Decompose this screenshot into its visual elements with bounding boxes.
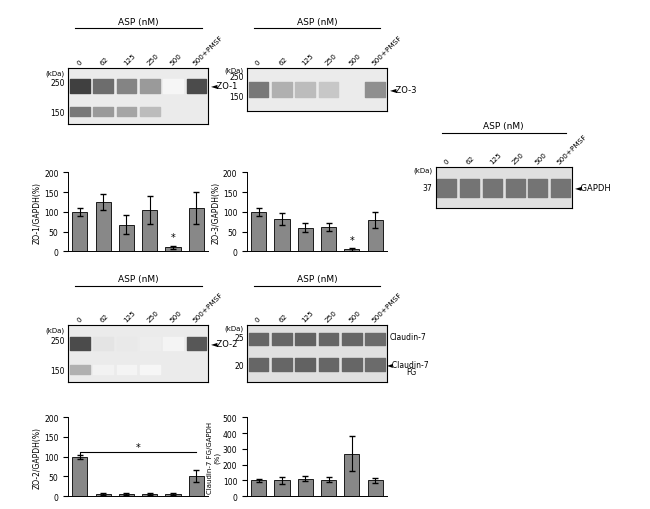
Y-axis label: ZO-3/GAPDH(%): ZO-3/GAPDH(%) <box>212 182 221 243</box>
Text: 37: 37 <box>422 184 432 193</box>
Text: 150: 150 <box>229 92 244 101</box>
Bar <box>367 220 383 252</box>
Bar <box>119 225 134 252</box>
Bar <box>321 479 336 496</box>
Bar <box>72 457 88 496</box>
Text: 20: 20 <box>234 361 244 371</box>
Text: ASP (nM): ASP (nM) <box>296 18 337 27</box>
Bar <box>166 248 181 252</box>
Text: 250: 250 <box>146 309 160 323</box>
Bar <box>321 228 336 252</box>
Text: (kDa): (kDa) <box>46 70 65 76</box>
Bar <box>251 480 266 496</box>
Bar <box>166 494 181 496</box>
Bar <box>344 250 359 252</box>
Text: 62: 62 <box>465 155 476 165</box>
Text: 500+PMSF: 500+PMSF <box>371 34 403 66</box>
Text: ◄ZO-3: ◄ZO-3 <box>390 86 417 95</box>
Text: 150: 150 <box>51 109 65 118</box>
Bar <box>274 219 289 252</box>
Text: (kDa): (kDa) <box>46 327 65 333</box>
Text: 0: 0 <box>75 59 83 66</box>
Text: 125: 125 <box>122 52 136 66</box>
Bar <box>96 494 111 496</box>
Text: 500: 500 <box>169 52 183 66</box>
Text: (kDa): (kDa) <box>225 325 244 332</box>
Text: ◄ZO-1: ◄ZO-1 <box>211 82 239 91</box>
Bar <box>188 209 204 252</box>
Text: ASP (nM): ASP (nM) <box>296 275 337 284</box>
Text: 500: 500 <box>348 309 361 323</box>
Text: 250: 250 <box>229 73 244 82</box>
Text: 125: 125 <box>122 309 136 323</box>
Text: 0: 0 <box>254 59 262 66</box>
Text: ASP (nM): ASP (nM) <box>118 275 159 284</box>
Text: 250: 250 <box>51 336 65 346</box>
Y-axis label: Claudin-7 FG/GAPDH
(%): Claudin-7 FG/GAPDH (%) <box>207 421 220 493</box>
Bar <box>344 454 359 496</box>
Text: ASP (nM): ASP (nM) <box>118 18 159 27</box>
Text: 250: 250 <box>146 52 160 66</box>
Text: 250: 250 <box>324 52 339 66</box>
Text: 250: 250 <box>511 151 525 165</box>
Text: (kDa): (kDa) <box>225 68 244 74</box>
Text: 62: 62 <box>278 55 289 66</box>
Text: ◄Claudin-7: ◄Claudin-7 <box>387 360 430 370</box>
Bar <box>96 203 111 252</box>
Text: (kDa): (kDa) <box>413 167 432 173</box>
Text: FG: FG <box>406 367 417 376</box>
Text: 500: 500 <box>169 309 183 323</box>
Text: 500+PMSF: 500+PMSF <box>556 133 588 165</box>
Bar <box>367 480 383 496</box>
Text: ◄ZO-2: ◄ZO-2 <box>211 339 239 348</box>
Text: 150: 150 <box>51 366 65 375</box>
Y-axis label: ZO-1/GAPDH(%): ZO-1/GAPDH(%) <box>33 182 42 243</box>
Text: 500: 500 <box>348 52 361 66</box>
Text: 0: 0 <box>75 316 83 323</box>
Text: 500+PMSF: 500+PMSF <box>192 34 224 66</box>
Text: 500+PMSF: 500+PMSF <box>192 291 224 323</box>
Text: *: * <box>171 233 176 243</box>
Text: 0: 0 <box>254 316 262 323</box>
Bar <box>251 213 266 252</box>
Text: *: * <box>350 236 354 246</box>
Text: 62: 62 <box>278 313 289 323</box>
Bar <box>298 479 313 496</box>
Text: 125: 125 <box>488 151 502 165</box>
Text: *: * <box>136 442 140 451</box>
Text: 250: 250 <box>324 309 339 323</box>
Bar <box>298 228 313 252</box>
Text: 62: 62 <box>99 55 110 66</box>
Text: ◄GAPDH: ◄GAPDH <box>575 184 612 193</box>
Text: 500+PMSF: 500+PMSF <box>371 291 403 323</box>
Text: 0: 0 <box>443 158 450 165</box>
Text: 125: 125 <box>301 309 315 323</box>
Text: ASP (nM): ASP (nM) <box>484 122 524 131</box>
Text: 25: 25 <box>234 333 244 343</box>
Bar <box>119 494 134 496</box>
Bar <box>188 476 204 496</box>
Text: 125: 125 <box>301 52 315 66</box>
Text: 62: 62 <box>99 313 110 323</box>
Bar <box>274 480 289 496</box>
Y-axis label: ZO-2/GAPDH(%): ZO-2/GAPDH(%) <box>33 426 42 488</box>
Bar <box>142 494 157 496</box>
Text: Claudin-7: Claudin-7 <box>390 332 427 342</box>
Text: 500: 500 <box>534 151 548 165</box>
Text: 250: 250 <box>51 79 65 89</box>
Bar <box>72 213 88 252</box>
Bar <box>142 211 157 252</box>
